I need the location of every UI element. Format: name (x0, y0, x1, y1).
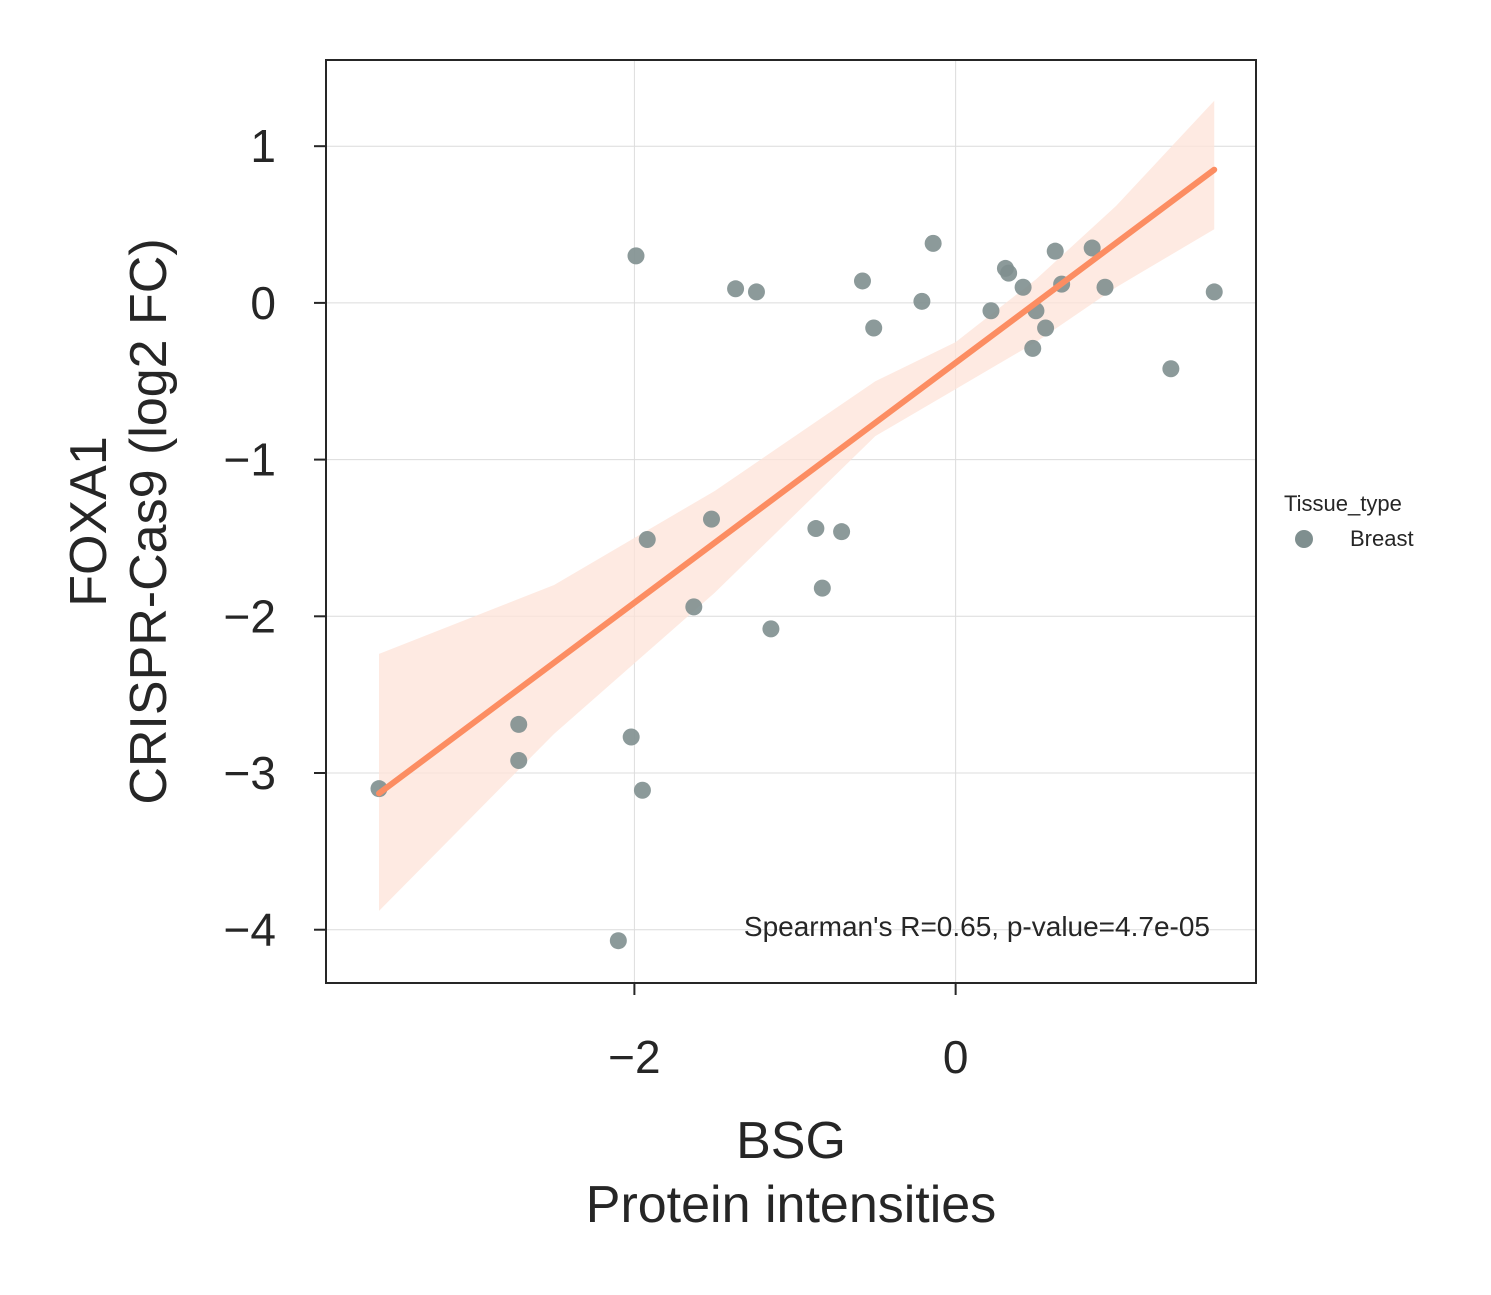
data-point (813, 579, 831, 597)
y-tick-label: −4 (224, 904, 276, 956)
y-tick-label: 1 (250, 120, 276, 172)
confidence-band (379, 100, 1215, 911)
y-tick-label: −1 (224, 434, 276, 486)
data-point (1000, 264, 1018, 282)
data-point (833, 523, 851, 541)
legend-title: Tissue_type (1284, 491, 1402, 516)
data-point (510, 751, 528, 769)
x-tick-label: −2 (608, 1031, 660, 1083)
data-point (622, 728, 640, 746)
data-point (1046, 242, 1064, 260)
data-point (1014, 278, 1032, 296)
correlation-annotation: Spearman's R=0.65, p-value=4.7e-05 (744, 911, 1210, 942)
data-point (982, 302, 1000, 320)
y-tick-label: 0 (250, 277, 276, 329)
data-point (1162, 360, 1180, 378)
data-point (1083, 239, 1101, 257)
data-point (702, 510, 720, 528)
data-point (1096, 278, 1114, 296)
legend: Tissue_type Breast (1284, 491, 1414, 551)
data-point (1024, 339, 1042, 357)
axis-ticks: −2 0 1 0 −1 −2 −3 −4 (224, 120, 969, 1083)
regression-line-layer (376, 166, 1218, 797)
plot-area-frame (325, 59, 1257, 984)
data-point (924, 234, 942, 252)
data-point (627, 247, 645, 265)
regression-line (376, 166, 1218, 797)
data-point (807, 520, 825, 538)
data-point (638, 531, 656, 549)
legend-label-breast: Breast (1350, 526, 1414, 551)
data-point (913, 292, 931, 310)
data-point (685, 598, 703, 616)
data-point (633, 781, 651, 799)
data-point (609, 932, 627, 950)
grid-lines (326, 60, 1256, 983)
legend-marker-breast (1295, 530, 1313, 548)
data-point (727, 280, 745, 298)
y-tick-label: −2 (224, 590, 276, 642)
data-point (853, 272, 871, 290)
x-axis-title-line-2: Protein intensities (586, 1176, 996, 1234)
data-point (1037, 319, 1055, 337)
data-point (510, 715, 528, 733)
x-axis-title-line-1: BSG (736, 1112, 846, 1170)
data-point (865, 319, 883, 337)
x-tick-label: 0 (943, 1031, 969, 1083)
data-points (370, 234, 1223, 950)
y-tick-label: −3 (224, 747, 276, 799)
y-axis-title-line-2: CRISPR-Cas9 (log2 FC) (120, 238, 178, 804)
confidence-band-layer (379, 100, 1215, 911)
y-axis-title: FOXA1 CRISPR-Cas9 (log2 FC) (60, 238, 178, 804)
data-point (747, 283, 765, 301)
y-axis-title-line-1: FOXA1 (60, 436, 118, 607)
data-point (762, 620, 780, 638)
data-point (1205, 283, 1223, 301)
